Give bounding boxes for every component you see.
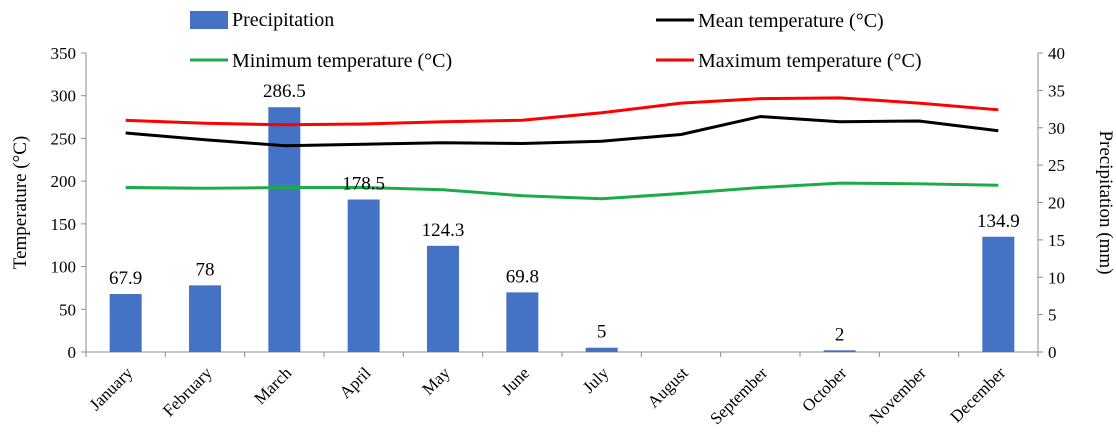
left-tick-label: 350 [51, 44, 77, 63]
x-tick-label: February [159, 363, 216, 420]
legend-label-precipitation: Precipitation [232, 9, 334, 31]
right-tick-label: 40 [1048, 44, 1065, 63]
x-tick-label: November [866, 363, 930, 427]
bar-data-label: 5 [597, 322, 607, 343]
y-left-axis-title: Temperature (°C) [10, 136, 31, 269]
x-tick-label: June [498, 363, 533, 398]
x-tick-label: May [418, 363, 454, 399]
bar-data-label: 178.5 [342, 174, 385, 195]
legend-swatch-precipitation [190, 11, 228, 29]
data-labels: 67.9 78 286.5 178.5 124.3 69.8 5 2 134.9 [109, 81, 1020, 345]
right-tick-label: 25 [1048, 156, 1065, 175]
left-tick-label: 50 [59, 300, 76, 319]
x-tick-label: September [706, 363, 771, 428]
left-tick-label: 250 [51, 129, 77, 148]
bar-precipitation [268, 107, 301, 352]
bar-precipitation [189, 285, 221, 352]
bar-data-label: 69.8 [506, 266, 539, 287]
right-tick-label: 35 [1048, 81, 1065, 100]
bar-data-label: 286.5 [263, 81, 306, 102]
left-tick-label: 200 [51, 172, 77, 191]
bar-precipitation [823, 350, 856, 352]
bar-data-label: 134.9 [977, 211, 1020, 232]
line-series-2 [125, 96, 999, 127]
x-tick-label: August [644, 363, 692, 411]
right-tick-label: 5 [1048, 306, 1057, 325]
right-tick-label: 0 [1048, 343, 1057, 362]
bar-precipitation [506, 292, 539, 352]
x-tick-label: March [250, 363, 295, 408]
right-tick-label: 10 [1048, 268, 1065, 287]
y-right-axis-title: Precipitation (mm) [1095, 130, 1116, 274]
bar-precipitation [347, 199, 380, 352]
left-tick-label: 100 [51, 258, 77, 277]
bar-data-label: 2 [835, 324, 845, 345]
line-series-1 [125, 181, 999, 201]
right-tick-label: 20 [1048, 194, 1065, 213]
left-tick-label: 150 [51, 215, 77, 234]
bar-precipitation [585, 347, 618, 352]
bar-series [109, 107, 1015, 352]
legend-label-line-1: Minimum temperature (°C) [232, 50, 452, 72]
left-tick-label: 300 [51, 87, 77, 106]
x-tick-label: January [86, 363, 137, 414]
bar-data-label: 124.3 [422, 220, 465, 241]
right-tick-label: 30 [1048, 119, 1065, 138]
bar-data-label: 78 [196, 259, 215, 280]
legend-label-line-0: Mean temperature (°C) [698, 10, 884, 32]
right-tick-label: 15 [1048, 231, 1065, 250]
bar-precipitation [427, 245, 459, 352]
legend-label-line-2: Maximum temperature (°C) [698, 50, 922, 72]
bar-precipitation [109, 293, 142, 352]
bar-precipitation [982, 236, 1015, 352]
x-tick-label: December [946, 363, 1009, 426]
line-series [125, 96, 999, 201]
line-series-0 [125, 115, 999, 148]
left-tick-label: 0 [68, 343, 77, 362]
x-tick-label: April [336, 363, 375, 402]
axes: 0501001502002503003500510152025303540Jan… [10, 44, 1116, 428]
legend: Precipitation Mean temperature (°C) Minimu… [190, 9, 922, 72]
bar-data-label: 67.9 [109, 268, 142, 289]
x-tick-label: October [798, 363, 850, 415]
x-tick-label: July [579, 363, 613, 397]
